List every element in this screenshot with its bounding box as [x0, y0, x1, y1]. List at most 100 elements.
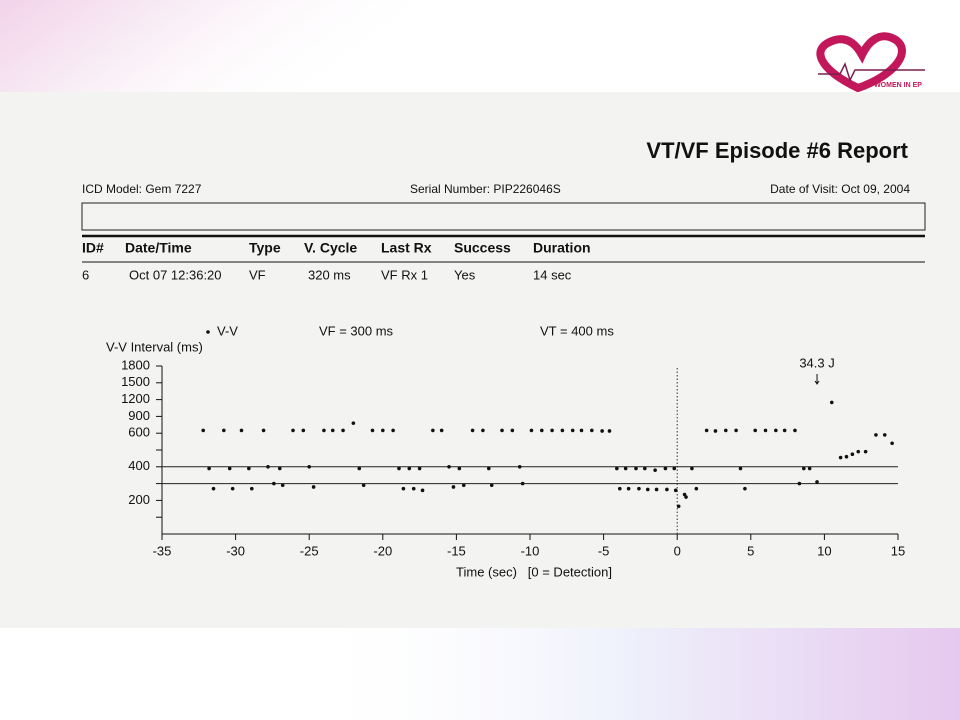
point — [407, 466, 412, 471]
point — [838, 455, 843, 460]
x-tick-label: 5 — [747, 543, 754, 558]
point — [654, 487, 659, 492]
point — [322, 428, 326, 433]
x-tick-label: 10 — [817, 543, 831, 558]
point — [713, 429, 718, 433]
chart: 200 400 600 900 1200 1500 1800 -35 -30 -25 -20 -15 -… — [106, 323, 905, 579]
point — [370, 428, 375, 433]
point — [439, 428, 444, 433]
table-cell: 320 ms — [308, 267, 351, 282]
x-tick-label: -20 — [373, 543, 392, 558]
point — [447, 465, 451, 469]
point — [797, 481, 802, 486]
y-tick-label: 1200 — [121, 391, 150, 406]
table-header: Type — [249, 240, 281, 256]
x-tick-label: -25 — [300, 543, 319, 558]
x-tick-label: -30 — [226, 543, 245, 558]
point — [266, 465, 270, 469]
bottom-swoosh — [300, 628, 960, 720]
point — [690, 466, 694, 471]
point — [763, 428, 768, 433]
point — [663, 466, 668, 471]
serial: Serial Number: PIP226046S — [410, 182, 561, 196]
table-header: Success — [454, 240, 511, 256]
point — [457, 466, 462, 471]
x-axis-label: Time (sec) [0 = Detection] — [456, 564, 612, 579]
y-tick-label: 1500 — [121, 374, 150, 389]
point — [489, 483, 494, 488]
table-header: Date/Time — [125, 240, 192, 256]
legend-marker — [206, 330, 210, 334]
point — [291, 428, 295, 433]
point — [500, 428, 504, 433]
table-header: V. Cycle — [304, 240, 357, 256]
point — [590, 428, 594, 433]
point — [607, 429, 612, 433]
point — [734, 428, 738, 433]
annotation: 34.3 J — [799, 355, 834, 370]
point — [431, 428, 435, 433]
x-tick-label: 0 — [674, 543, 681, 558]
point — [850, 452, 855, 457]
point — [673, 488, 678, 493]
point — [623, 466, 628, 471]
point — [793, 428, 797, 433]
point — [801, 466, 806, 471]
table-cell: Oct 07 12:36:20 — [129, 267, 222, 282]
y-tick-label: 600 — [128, 425, 150, 440]
point — [829, 400, 834, 405]
point — [738, 466, 743, 471]
point — [470, 428, 475, 433]
point — [529, 428, 534, 433]
point — [301, 428, 306, 433]
y-axis-label: V-V Interval (ms) — [106, 339, 203, 354]
point — [863, 449, 868, 454]
y-tick-label: 200 — [128, 492, 150, 507]
legend-label: V-V — [217, 323, 238, 338]
threshold-label: VF = 300 ms — [319, 323, 394, 338]
point — [311, 485, 316, 489]
point — [815, 480, 819, 484]
model: ICD Model: Gem 7227 — [82, 182, 202, 196]
point — [653, 468, 657, 472]
table-cell: Yes — [454, 267, 476, 282]
point — [201, 428, 206, 433]
point — [774, 428, 778, 433]
point — [520, 481, 525, 486]
point — [645, 487, 650, 492]
point — [579, 428, 584, 433]
point — [844, 454, 849, 459]
threshold-label: VT = 400 ms — [540, 323, 614, 338]
top-swoosh — [0, 0, 420, 92]
point — [643, 466, 647, 471]
point — [882, 433, 887, 437]
point — [539, 428, 544, 433]
point — [307, 465, 312, 469]
point — [247, 466, 251, 471]
table-header: ID# — [82, 240, 104, 256]
point — [753, 428, 758, 433]
point — [560, 428, 565, 433]
x-tick-label: -15 — [447, 543, 466, 558]
y-tick-label: 1800 — [121, 357, 150, 372]
point — [856, 449, 861, 454]
point — [615, 466, 619, 471]
point — [874, 433, 878, 437]
point — [684, 495, 688, 499]
point — [280, 483, 285, 488]
annotation-arrow — [814, 374, 820, 385]
point — [351, 421, 356, 425]
point — [461, 483, 466, 488]
point — [249, 486, 254, 491]
point — [391, 428, 395, 433]
table-cell: 6 — [82, 267, 89, 282]
y-tick-label: 400 — [128, 458, 150, 473]
point — [782, 428, 787, 433]
y-tick-label: 900 — [128, 408, 150, 423]
visit: Date of Visit: Oct 09, 2004 — [770, 182, 910, 196]
point — [676, 504, 681, 509]
point — [481, 428, 485, 433]
point — [451, 485, 456, 489]
comment-box — [81, 202, 926, 231]
